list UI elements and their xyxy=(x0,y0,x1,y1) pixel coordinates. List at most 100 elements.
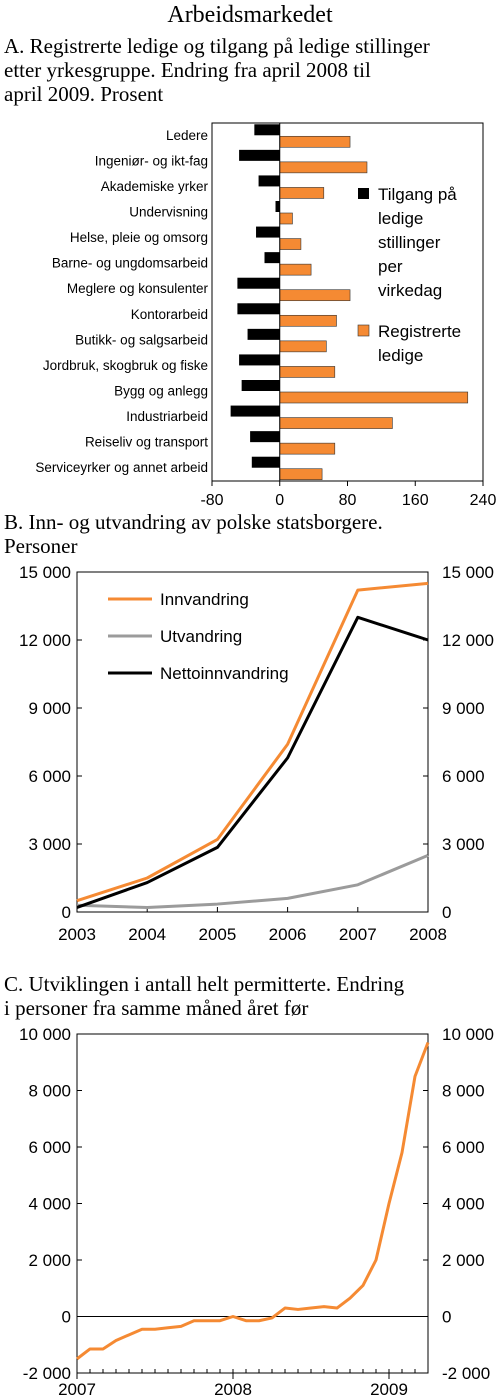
y-tick-label-right: 2 000 xyxy=(442,1251,485,1270)
panel-c-title: C. Utviklingen i antall helt permitterte… xyxy=(4,972,405,1020)
y-tick-label-right: 0 xyxy=(442,903,451,922)
category-label: Jordbruk, skogbruk og fiske xyxy=(43,358,208,373)
series-line-nettoinnvandring xyxy=(76,615,429,909)
y-tick-label-right: 15 000 xyxy=(442,563,494,582)
legend-label-tilgang: Tilgang på xyxy=(378,185,457,204)
category-label: Undervisning xyxy=(129,205,208,220)
category-label: Bygg og anlegg xyxy=(114,384,208,399)
y-tick-label-right: 4 000 xyxy=(442,1195,485,1214)
chart-b: 0 0 3 000 3 000 6 000 6 000 9 000 9 000 12 000 12… xyxy=(19,563,494,944)
bar-registrerte xyxy=(279,340,327,353)
y-tick-label-left: 4 000 xyxy=(28,1195,71,1214)
y-tick-label-left: 0 xyxy=(62,903,71,922)
x-tick-label: 2008 xyxy=(214,1380,252,1399)
bar-tilgang xyxy=(254,124,280,136)
bar-tilgang xyxy=(241,380,280,391)
chart-c: -2 000 -2 000 0 0 2 000 2 000 4 000 4 000 6 000 6… xyxy=(19,1025,494,1399)
y-tick-label-left: 2 000 xyxy=(28,1251,71,1270)
bar-tilgang xyxy=(239,354,280,366)
plot-frame xyxy=(76,571,429,913)
bar-tilgang xyxy=(247,328,280,340)
x-tick-label: 2007 xyxy=(339,925,377,944)
legend-label-tilgang: stillinger xyxy=(378,233,441,252)
y-tick-label-right: 8 000 xyxy=(442,1082,485,1101)
y-tick-label-left: 3 000 xyxy=(28,835,71,854)
chart-a: Ledere Ingeniør- og ikt-fag Akademiske yrk… xyxy=(35,122,497,509)
x-tick-label: 2005 xyxy=(198,925,236,944)
bar-registrerte xyxy=(279,442,336,455)
y-tick-label-left: 8 000 xyxy=(28,1082,71,1101)
category-label: Barne- og ungdomsarbeid xyxy=(52,256,208,271)
x-tick-label: 2008 xyxy=(409,925,447,944)
bar-registrerte xyxy=(279,314,337,327)
y-tick-label-right: 9 000 xyxy=(442,699,485,718)
y-tick-label-left: 9 000 xyxy=(28,699,71,718)
series-line-innvandring xyxy=(76,581,429,903)
bar-registrerte xyxy=(279,391,469,404)
x-tick-label: 160 xyxy=(402,492,429,509)
legend-label-tilgang: per xyxy=(378,257,403,276)
bar-tilgang xyxy=(237,303,280,315)
series-line-permitterte xyxy=(76,1041,430,1361)
category-label: Meglere og konsulenter xyxy=(67,281,209,296)
legend-label-nettoinnvandring: Nettoinnvandring xyxy=(160,664,289,683)
bar-tilgang xyxy=(230,405,280,417)
y-tick-label-left: -2 000 xyxy=(23,1364,71,1383)
y-tick-label-left: 12 000 xyxy=(19,631,71,650)
bar-tilgang xyxy=(250,431,280,443)
bar-registrerte xyxy=(279,135,351,148)
bar-registrerte xyxy=(279,212,293,225)
panel-b-title: B. Inn- og utvandring av polske statsbor… xyxy=(4,510,383,558)
x-tick-label: 2004 xyxy=(128,925,166,944)
bar-tilgang xyxy=(256,226,280,238)
bar-registrerte xyxy=(279,289,351,302)
bar-tilgang xyxy=(264,252,280,264)
y-tick-label-right: 6 000 xyxy=(442,767,485,786)
category-label: Akademiske yrker xyxy=(101,179,209,194)
bar-registrerte xyxy=(279,417,393,429)
y-tick-label-left: 6 000 xyxy=(28,1138,71,1157)
y-tick-label-left: 0 xyxy=(62,1308,71,1327)
bar-tilgang xyxy=(275,201,280,212)
page-title: Arbeidsmarkedet xyxy=(167,2,333,28)
legend-label-utvandring: Utvandring xyxy=(160,627,242,646)
x-tick-label: 2009 xyxy=(370,1380,408,1399)
bar-registrerte xyxy=(279,161,368,174)
y-tick-label-left: 10 000 xyxy=(19,1025,71,1044)
legend-label-innvandring: Innvandring xyxy=(160,590,249,609)
legend-label-registrerte: Registrerte xyxy=(378,322,461,341)
y-tick-label-left: 15 000 xyxy=(19,563,71,582)
legend-swatch-registrerte xyxy=(357,324,370,337)
bar-registrerte xyxy=(279,238,302,250)
bar-tilgang xyxy=(237,277,280,289)
legend-label-tilgang: ledige xyxy=(378,209,423,228)
legend-label-registrerte: ledige xyxy=(378,346,423,365)
x-tick-label: -80 xyxy=(200,492,223,509)
x-tick-label: 0 xyxy=(275,492,284,509)
series-line-utvandring xyxy=(76,853,429,909)
bar-registrerte xyxy=(279,187,325,199)
x-tick-label: 2003 xyxy=(58,925,96,944)
y-tick-label-right: 0 xyxy=(442,1308,451,1327)
bar-tilgang xyxy=(258,175,280,187)
bar-registrerte xyxy=(279,263,312,276)
bar-registrerte xyxy=(279,366,336,378)
category-label: Kontorarbeid xyxy=(131,307,208,322)
y-tick-label-right: -2 000 xyxy=(442,1364,490,1383)
y-tick-label-right: 12 000 xyxy=(442,631,494,650)
x-tick-label: 2007 xyxy=(58,1380,96,1399)
x-tick-label: 2006 xyxy=(269,925,307,944)
bar-tilgang xyxy=(239,149,280,161)
legend-label-tilgang: virkedag xyxy=(378,281,442,300)
category-label: Serviceyrker og annet arbeid xyxy=(35,460,208,475)
y-tick-label-right: 10 000 xyxy=(442,1025,494,1044)
y-tick-label-right: 6 000 xyxy=(442,1138,485,1157)
y-tick-label-left: 6 000 xyxy=(28,767,71,786)
legend-swatch-tilgang xyxy=(358,188,369,199)
y-tick-label-right: 3 000 xyxy=(442,835,485,854)
category-label: Industriarbeid xyxy=(126,409,208,424)
category-label: Butikk- og salgsarbeid xyxy=(75,332,208,347)
category-label: Reiseliv og transport xyxy=(85,435,208,450)
x-tick-label: 240 xyxy=(470,492,497,509)
panel-a-title: A. Registrerte ledige og tilgang på ledi… xyxy=(4,34,430,106)
